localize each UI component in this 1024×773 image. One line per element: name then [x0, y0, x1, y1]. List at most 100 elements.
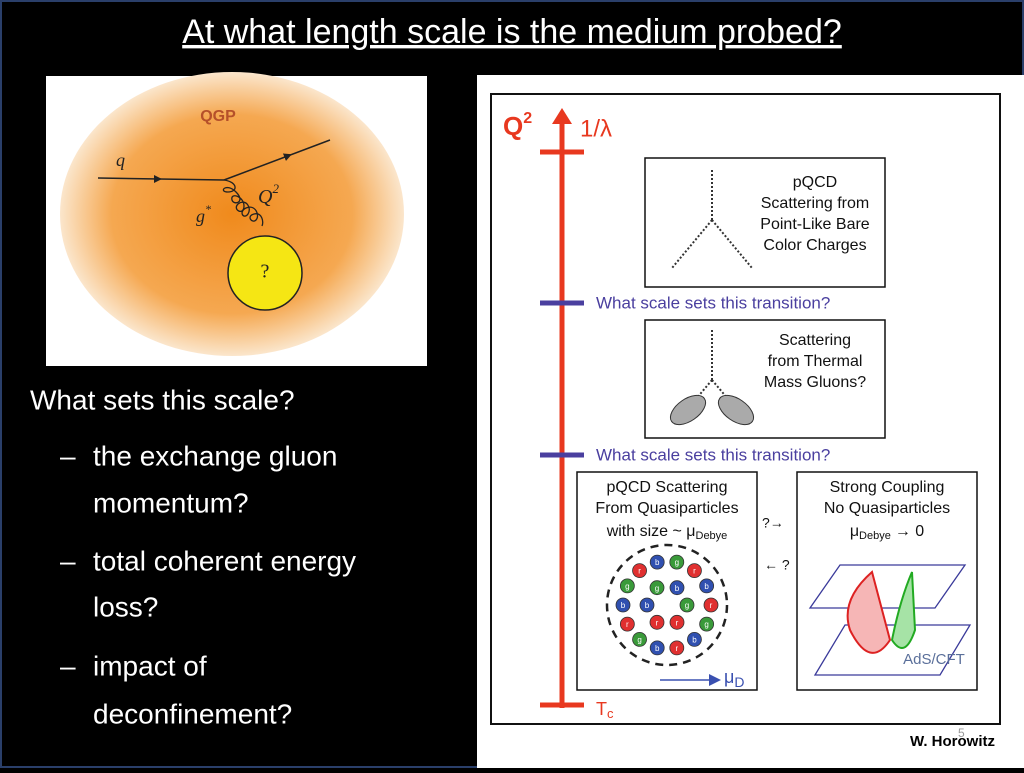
axis-label: Q2	[503, 110, 532, 141]
quasiparticle-label: r	[693, 567, 696, 576]
quasiparticle	[699, 616, 715, 632]
quasiparticle-label: b	[645, 601, 650, 610]
quasiparticle	[639, 597, 655, 613]
quasiparticle-label: r	[675, 644, 678, 653]
bullet-marker: –	[60, 650, 76, 681]
quasiparticle-label: g	[655, 584, 659, 593]
ads-label: AdS/CFT	[903, 651, 965, 668]
boundary-plane	[808, 564, 967, 609]
page-number: 5	[958, 726, 965, 740]
quasiparticle-label: b	[704, 582, 709, 591]
regime-box	[796, 471, 978, 691]
quasiparticle-label: r	[656, 618, 659, 627]
box-text: No Quasiparticles	[824, 500, 950, 517]
quasiparticle-label: g	[637, 636, 641, 645]
quasiparticle-label: b	[675, 584, 680, 593]
box-text: with size ~ μDebye	[606, 523, 728, 542]
quasiparticle	[649, 640, 665, 656]
quasiparticle	[687, 632, 702, 647]
quasiparticle	[687, 563, 702, 578]
box-text: Scattering from	[761, 195, 869, 212]
box-text: from Thermal	[768, 353, 863, 370]
box-text: Strong Coupling	[830, 479, 945, 496]
author: W. Horowitz	[910, 733, 995, 750]
box-text: pQCD	[793, 174, 837, 191]
quasiparticle-label: b	[655, 644, 660, 653]
bullet-text: momentum?	[93, 487, 249, 518]
quasiparticle-label: r	[638, 567, 641, 576]
box-text: μDebye → 0	[850, 523, 924, 542]
tc-sub: c	[607, 706, 614, 721]
string-green	[890, 571, 917, 649]
quasiparticle-label: g	[685, 601, 689, 610]
bullet-text: deconfinement?	[93, 698, 292, 729]
box-text: Scattering	[779, 332, 851, 349]
bullet-text: the exchange gluon	[93, 440, 337, 471]
gluon	[222, 179, 264, 227]
box-text: From Quasiparticles	[595, 500, 738, 517]
quasiparticle	[649, 580, 665, 596]
thermal-blob	[717, 394, 755, 426]
gluon-label: g*	[196, 202, 211, 226]
tc-label: Tc	[596, 699, 614, 722]
tc-symbol: T	[596, 699, 607, 719]
axis-arrow	[552, 108, 572, 124]
mu-limit: → 0	[895, 523, 924, 540]
quasiparticle-label: b	[692, 636, 697, 645]
transition-label: What scale sets this transition?	[596, 445, 830, 464]
bullet-marker: –	[60, 440, 76, 471]
quasiparticle	[669, 614, 685, 630]
bullet-text: loss?	[93, 591, 158, 622]
quasiparticle-label: r	[710, 601, 713, 610]
box-text: Color Charges	[763, 237, 866, 254]
regime-box	[644, 157, 886, 288]
horizon-plane	[813, 624, 972, 676]
size-text: with size ~ μ	[606, 523, 696, 540]
quasiparticle	[632, 563, 647, 578]
thermal-blob	[669, 394, 707, 426]
bullet-marker: –	[60, 545, 76, 576]
debye-symbol: μ	[724, 667, 734, 687]
axis-sup: 2	[523, 110, 532, 127]
quasiparticle-label: g	[625, 582, 629, 591]
gluon-sup: *	[205, 202, 211, 216]
figure-frame	[490, 93, 1001, 725]
mu-sub: Debye	[859, 530, 891, 542]
quasiparticle-label: r	[676, 618, 679, 627]
quasiparticle	[699, 578, 715, 594]
bullet-text: impact of	[93, 650, 207, 681]
scale-label: 1/λ	[580, 115, 612, 142]
regime-box	[576, 471, 758, 691]
quasiparticle	[615, 597, 631, 613]
size-sub: Debye	[696, 530, 728, 542]
quasiparticle	[679, 597, 695, 613]
gluon-vertex	[671, 170, 753, 269]
quasiparticle-label: g	[704, 620, 708, 629]
quark-out	[223, 139, 331, 181]
bullet-text: total coherent energy	[93, 545, 356, 576]
quasiparticle	[669, 580, 685, 596]
momentum-sup: 2	[272, 181, 279, 196]
target-label: ?	[261, 261, 270, 283]
mu-symbol: μ	[850, 523, 859, 540]
quasiparticle-label: g	[675, 558, 679, 567]
backward-arrow: ← ?	[764, 557, 790, 573]
qgp-figure: QGP g* Q2 q ?	[46, 72, 427, 366]
quasiparticle	[703, 597, 719, 613]
target	[227, 235, 303, 311]
quasiparticle	[632, 632, 647, 647]
box-text: Point-Like Bare	[760, 216, 869, 233]
quark-label: q	[116, 150, 125, 170]
string-red	[846, 570, 892, 654]
title: At what length scale is the medium probe…	[182, 13, 842, 51]
quasiparticle	[619, 578, 635, 594]
qgp-blob	[60, 72, 404, 356]
quasiparticle-label: b	[655, 558, 660, 567]
transition-label: What scale sets this transition?	[596, 293, 830, 312]
forward-arrow: ?→	[762, 515, 784, 531]
quasiparticle	[619, 616, 635, 632]
debye-sphere	[605, 543, 729, 667]
qgp-label: QGP	[200, 108, 236, 125]
